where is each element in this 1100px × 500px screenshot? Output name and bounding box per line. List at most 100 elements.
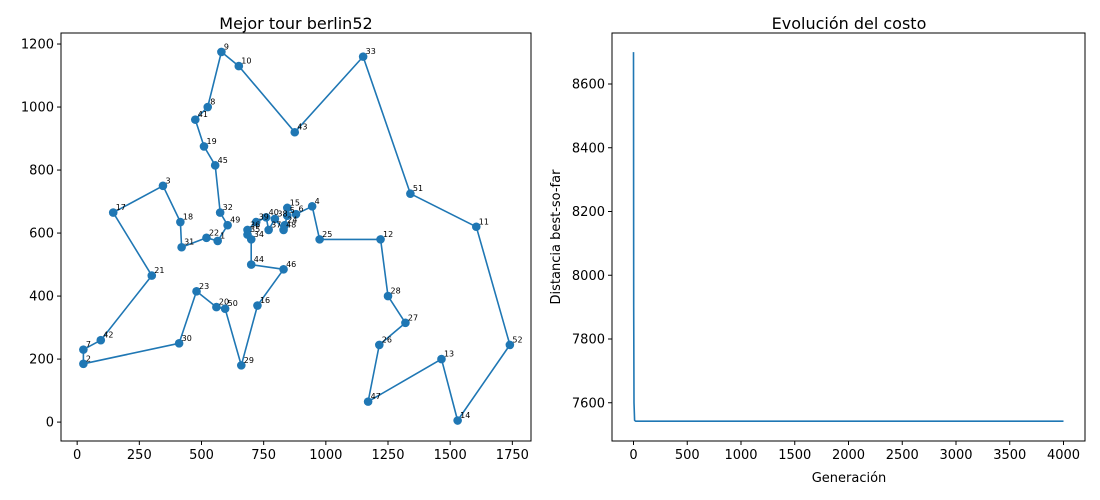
city-label-43: 43	[297, 123, 307, 132]
city-label-27: 27	[408, 313, 418, 322]
city-point-32	[215, 208, 225, 217]
tour-chart: Mejor tour berlin52 0 250 500 750 1000 1250 15…	[21, 14, 532, 463]
city-label-40: 40	[269, 208, 279, 217]
tour-x-tick-label: 1250	[371, 448, 404, 463]
tour-plot-area	[60, 32, 532, 442]
city-label-38: 38	[277, 209, 287, 218]
city-label-24: 24	[287, 216, 297, 225]
city-label-45: 45	[218, 156, 228, 165]
tour-points-layer	[79, 47, 515, 425]
tour-y-tick-label: 400	[29, 290, 54, 305]
city-label-8: 8	[210, 98, 215, 107]
city-point-47	[363, 397, 373, 406]
city-point-2	[79, 359, 88, 369]
city-label-20: 20	[219, 298, 229, 307]
city-label-19: 19	[206, 137, 216, 146]
city-label-23: 23	[199, 282, 209, 291]
city-label-36: 36	[250, 220, 260, 229]
city-point-3	[158, 181, 168, 191]
city-point-39	[251, 217, 261, 227]
city-label-4: 4	[315, 197, 320, 206]
city-point-49	[223, 220, 232, 230]
city-point-52	[505, 340, 515, 350]
city-label-25: 25	[322, 230, 332, 239]
city-label-44: 44	[254, 255, 264, 264]
city-label-18: 18	[183, 213, 193, 222]
tour-y-tick-label: 1200	[21, 38, 54, 53]
city-point-42	[96, 335, 106, 345]
tour-x-tick-label: 750	[251, 448, 276, 463]
city-label-39: 39	[259, 213, 269, 222]
city-label-35: 35	[250, 225, 260, 234]
tour-x-tick-label: 250	[127, 448, 152, 463]
city-point-45	[210, 161, 220, 170]
tour-x-ticks: 0 250 500 750 1000 1250 1500 1750	[73, 441, 529, 463]
city-label-26: 26	[382, 335, 392, 344]
cost-x-axis-label: Generación	[812, 471, 887, 486]
tour-y-tick-label: 600	[29, 227, 54, 242]
city-label-41: 41	[198, 110, 208, 119]
city-point-16	[253, 301, 262, 310]
city-label-48: 48	[286, 220, 296, 229]
city-point-50	[220, 304, 230, 313]
city-label-29: 29	[244, 356, 254, 365]
tour-chart-title: Mejor tour berlin52	[219, 14, 372, 33]
city-point-44	[246, 260, 256, 269]
city-label-47: 47	[371, 392, 381, 401]
city-label-21: 21	[154, 266, 164, 275]
city-label-9: 9	[224, 42, 229, 51]
city-label-42: 42	[103, 331, 113, 340]
city-point-51	[406, 189, 415, 198]
city-point-15	[282, 203, 292, 213]
tour-y-tick-label: 200	[29, 353, 54, 368]
city-label-46: 46	[286, 260, 296, 269]
city-point-27	[401, 318, 410, 328]
cost-x-tick-label: 1500	[778, 448, 811, 463]
tour-y-tick-label: 1000	[21, 101, 54, 116]
city-point-17	[108, 208, 118, 217]
city-label-22: 22	[209, 228, 219, 237]
city-point-48	[279, 225, 288, 235]
city-point-30	[174, 339, 184, 348]
city-label-15: 15	[290, 198, 300, 207]
city-point-20	[212, 302, 221, 312]
city-point-43	[290, 127, 300, 137]
city-label-33: 33	[366, 47, 376, 56]
city-point-19	[199, 142, 209, 151]
cost-chart: Evolución del costo 0 500 1000 1500 2000 2500…	[549, 14, 1086, 486]
city-label-5: 5	[290, 206, 295, 215]
city-point-41	[190, 115, 200, 124]
cost-y-tick-label: 7800	[572, 333, 605, 348]
cost-x-tick-label: 4000	[1047, 448, 1080, 463]
cost-x-tick-label: 3500	[993, 448, 1026, 463]
city-label-50: 50	[228, 299, 238, 308]
city-point-31	[177, 242, 186, 252]
city-point-38	[270, 214, 280, 224]
cost-y-tick-label: 8000	[572, 269, 605, 284]
city-point-10	[234, 61, 244, 71]
cost-y-tick-label: 7600	[572, 396, 605, 411]
city-label-11: 11	[479, 217, 489, 226]
city-point-6	[291, 209, 301, 219]
city-point-4	[307, 201, 317, 211]
cost-x-ticks: 0 500 1000 1500 2000 2500 3000 3500 4000	[629, 441, 1080, 463]
city-label-6: 6	[299, 205, 304, 214]
city-label-1: 1	[220, 231, 225, 240]
city-point-13	[437, 354, 446, 364]
city-label-28: 28	[391, 287, 401, 296]
cost-y-tick-label: 8200	[572, 205, 605, 220]
city-label-7: 7	[86, 340, 91, 349]
city-point-40	[261, 213, 271, 222]
tour-x-tick-label: 1500	[434, 448, 467, 463]
city-point-8	[203, 102, 213, 112]
city-point-5	[282, 211, 292, 221]
tour-x-tick-label: 1750	[496, 448, 529, 463]
tour-x-tick-label: 500	[189, 448, 214, 463]
city-point-36	[243, 225, 252, 235]
city-point-26	[375, 340, 384, 350]
city-label-52: 52	[512, 335, 522, 344]
city-point-46	[279, 264, 288, 274]
cost-x-tick-label: 0	[629, 448, 637, 463]
